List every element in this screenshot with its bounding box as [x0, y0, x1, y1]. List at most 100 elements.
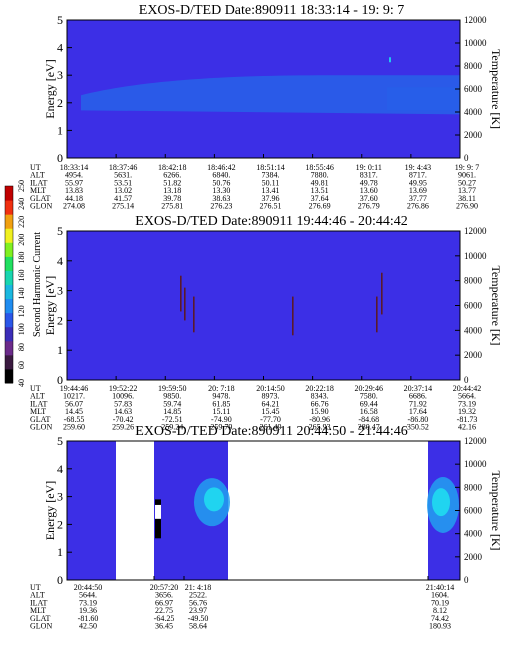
table-cell: 61.85 [212, 399, 230, 408]
colorbar-tick-label: 200 [17, 234, 26, 246]
table-cell: 18:46:42 [207, 163, 235, 172]
table-cell: 49.95 [409, 178, 427, 187]
table-cell: 20:44:42 [453, 384, 481, 393]
y-tick-label: 4 [57, 254, 63, 268]
table-cell: 2522. [189, 591, 207, 600]
table-cell: 265.93 [309, 423, 331, 432]
table-cell: 15.90 [311, 407, 329, 416]
table-cell: 20:14:50 [256, 384, 284, 393]
y-tick-label: 5 [57, 224, 63, 238]
table-cell: 37.96 [262, 194, 280, 203]
y2-tick-label: 6000 [464, 301, 483, 311]
data-spike [184, 287, 186, 321]
table-cell: 6686. [409, 392, 427, 401]
table-cell: 36.45 [155, 622, 173, 631]
data-gap [116, 441, 154, 580]
y-tick-label: 2 [57, 96, 63, 110]
y2-tick-label: 12000 [464, 226, 487, 236]
table-cell: 44.18 [65, 194, 83, 203]
y2-tick-label: 4000 [464, 107, 483, 117]
table-cell: 8.12 [433, 606, 447, 615]
table-cell: 14.63 [114, 407, 132, 416]
table-cell: 19: 4:43 [405, 163, 431, 172]
table-row-label: ALT [30, 171, 45, 180]
y-tick-label: 5 [57, 13, 63, 27]
colorbar-tick-label: 60 [17, 361, 26, 369]
y-tick-label: 3 [57, 284, 63, 298]
colorbar-segment [5, 228, 13, 243]
table-cell: 275.14 [112, 202, 134, 211]
y2-tick-label: 6000 [464, 84, 483, 94]
table-cell: 17.64 [409, 407, 427, 416]
table-cell: 180.93 [429, 622, 451, 631]
table-cell: 4954. [65, 171, 83, 180]
table-cell: 37.64 [311, 194, 329, 203]
table-cell: 13.60 [360, 186, 378, 195]
colorbar-tick-label: 100 [17, 323, 26, 335]
table-cell: -72.51 [162, 415, 183, 424]
table-cell: 19: 0:11 [356, 163, 382, 172]
table-cell: 276.86 [407, 202, 429, 211]
table-cell: 6840. [212, 171, 230, 180]
table-cell: -81.60 [78, 614, 99, 623]
table-cell: 21:40:14 [426, 583, 454, 592]
table-cell: 42.16 [458, 423, 476, 432]
table-cell: 18:33:14 [60, 163, 88, 172]
table-cell: -80.96 [309, 415, 330, 424]
table-cell: 13.51 [311, 186, 329, 195]
table-cell: 14.45 [65, 407, 83, 416]
table-cell: 14.85 [163, 407, 181, 416]
table-cell: 276.23 [210, 202, 232, 211]
table-cell: -70.42 [113, 415, 134, 424]
table-cell: 59.74 [163, 399, 181, 408]
table-cell: 8317. [360, 171, 378, 180]
y2-axis-label: Temperature [K] [489, 470, 503, 550]
table-cell: 56.07 [65, 399, 83, 408]
table-cell: 274.08 [63, 202, 85, 211]
table-cell: 50.11 [262, 178, 280, 187]
table-cell: 16.58 [360, 407, 378, 416]
table-row-label: UT [30, 583, 41, 592]
table-row-label: MLT [30, 407, 46, 416]
table-row-label: ALT [30, 392, 45, 401]
y2-tick-label: 8000 [464, 482, 483, 492]
table-cell: 276.69 [309, 202, 331, 211]
table-cell: 20: 7:18 [208, 384, 234, 393]
table-row-label: GLON [30, 622, 52, 631]
table-cell: 18:55:46 [305, 163, 333, 172]
table-cell: 5644. [79, 591, 97, 600]
table-cell: 10096. [112, 392, 134, 401]
table-cell: 3656. [155, 591, 173, 600]
y2-axis-label: Temperature [K] [489, 49, 503, 129]
table-cell: 13.02 [114, 186, 132, 195]
y-tick-label: 2 [57, 313, 63, 327]
table-cell: 8717. [409, 171, 427, 180]
table-cell: -81.73 [457, 415, 478, 424]
table-cell: 18:51:14 [256, 163, 284, 172]
table-cell: 64.21 [262, 399, 280, 408]
table-cell: -86.80 [408, 415, 429, 424]
table-cell: 259.24 [161, 423, 183, 432]
table-cell: 276.51 [260, 202, 282, 211]
table-cell: -84.68 [358, 415, 379, 424]
table-cell: 9478. [212, 392, 230, 401]
y2-tick-label: 10000 [464, 38, 487, 48]
table-cell: 70.19 [431, 598, 449, 607]
table-cell: 6266. [163, 171, 181, 180]
hot-spot [389, 57, 391, 63]
table-cell: 259.26 [112, 423, 134, 432]
table-cell: 39.78 [163, 194, 181, 203]
table-row-label: MLT [30, 186, 46, 195]
table-cell: 15.11 [213, 407, 231, 416]
y-tick-label: 0 [57, 151, 63, 165]
data-spike [292, 296, 294, 336]
y-tick-label: 1 [57, 545, 63, 559]
panel-title: EXOS-D/TED Date:890911 18:33:14 - 19: 9:… [139, 3, 404, 18]
table-cell: 7384. [262, 171, 280, 180]
table-cell: -64.25 [154, 614, 175, 623]
colorbar-tick-label: 250 [17, 180, 26, 192]
table-cell: 50.27 [458, 178, 476, 187]
table-row-label: ALT [30, 591, 45, 600]
y-tick-label: 1 [57, 343, 63, 357]
table-cell: 276.90 [456, 202, 478, 211]
